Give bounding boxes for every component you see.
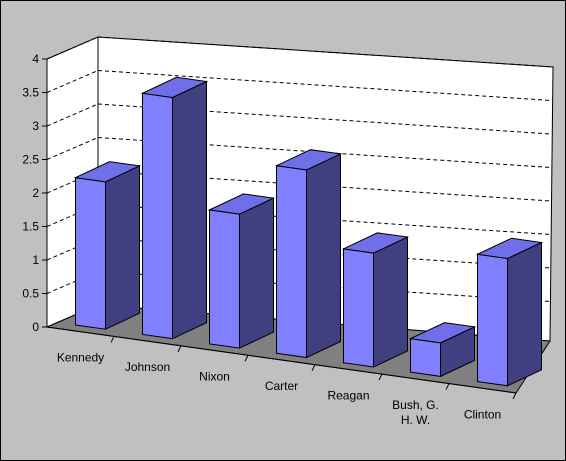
x-tick-mark (244, 355, 249, 362)
y-axis: 0 0.5 1 1.5 2 2.5 3 3.5 4 (22, 52, 47, 334)
bar-side (105, 165, 140, 331)
x-tick-label: Carter (265, 379, 298, 393)
bar-front (343, 248, 374, 368)
x-tick-label: Bush, G. H. W. (392, 398, 439, 427)
gridline-side (46, 170, 99, 194)
bars (73, 76, 544, 387)
bar-front (142, 92, 173, 340)
x-axis: Kennedy Johnson Nixon Carter Reagan Bush, G. H… (57, 336, 517, 427)
gridline-side (46, 204, 99, 227)
bar (274, 149, 343, 359)
bar-front (276, 165, 307, 359)
x-tick-mark (378, 373, 383, 381)
bar-side (172, 80, 207, 340)
bar (73, 161, 142, 331)
y-tick-label: 4 (32, 52, 39, 66)
y-tick-label: 2 (32, 186, 39, 200)
x-tick-mark (445, 383, 450, 390)
gridline-side (46, 271, 99, 294)
bar (341, 232, 410, 368)
gridline-side (46, 237, 99, 261)
y-tick-label: 3 (32, 119, 39, 133)
x-axis-line (46, 326, 517, 394)
x-tick-mark (177, 345, 182, 353)
bar-front (75, 177, 106, 330)
bar-side (373, 236, 408, 368)
bar (408, 322, 477, 378)
y-tick-label: 1 (32, 253, 39, 267)
bar-top (408, 322, 477, 344)
bar-top (140, 76, 209, 98)
y-tick-label: 0 (32, 320, 39, 334)
bar (475, 237, 544, 387)
gridline-side (46, 103, 99, 127)
bar-top (475, 237, 544, 260)
y-tick-label: 0.5 (22, 287, 39, 301)
gridline-side (46, 137, 99, 160)
gridline-side (46, 70, 99, 93)
bar-side (507, 241, 542, 387)
bar-top (207, 193, 276, 215)
bar-front (477, 253, 508, 387)
bar-top (73, 161, 142, 183)
x-tick-label: Clinton (464, 407, 501, 421)
gridline-back (97, 36, 554, 68)
gridline-side (46, 36, 99, 60)
bar-front (410, 338, 441, 377)
x-tick-label: Nixon (199, 370, 230, 384)
y-tick-label: 1.5 (22, 220, 39, 234)
x-tick-label: Reagan (327, 388, 369, 402)
x-tick-mark (311, 364, 316, 371)
y-tick-label: 3.5 (22, 86, 39, 100)
bar-top (341, 232, 410, 254)
bar-top (274, 149, 343, 171)
x-tick-label: Kennedy (57, 351, 104, 365)
x-tick-mark (512, 392, 517, 400)
gridline-back (97, 103, 552, 135)
gridline-back (97, 70, 552, 101)
bar (140, 76, 209, 340)
bar-side (239, 197, 274, 349)
bar (207, 193, 276, 349)
x-tick-label: Johnson (125, 360, 170, 374)
bar-side (306, 153, 341, 359)
bar-front (209, 209, 240, 349)
y-tick-label: 2.5 (22, 153, 39, 167)
x-tick-mark (110, 336, 115, 343)
